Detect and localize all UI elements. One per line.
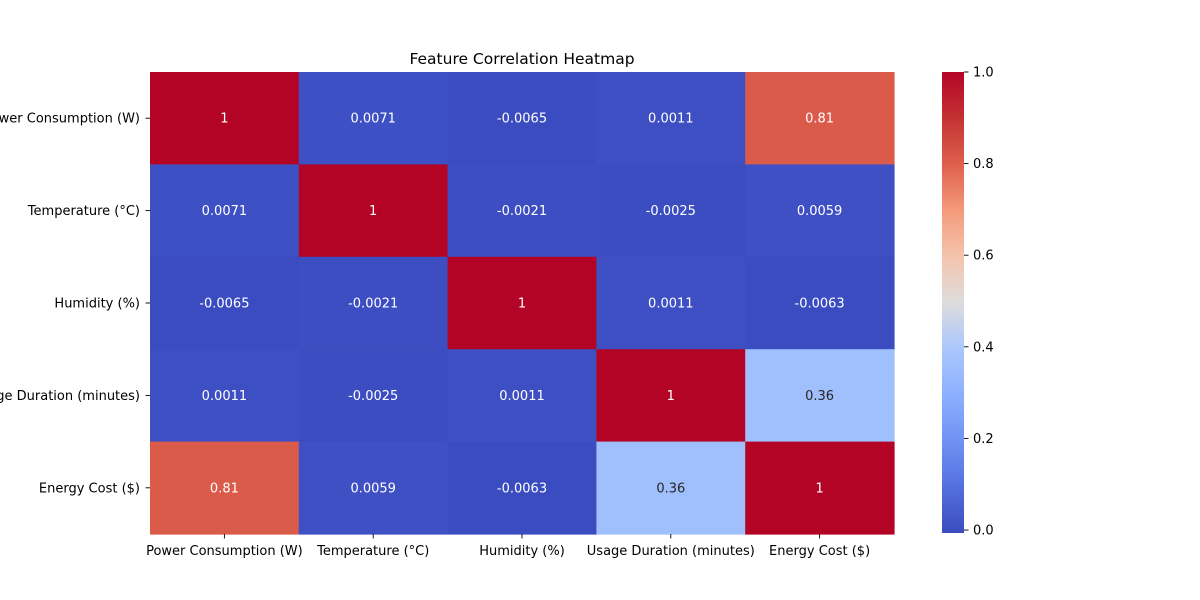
heatmap-cell xyxy=(447,72,597,165)
y-tick-label: Temperature (°C) xyxy=(27,204,140,219)
heatmap-cell xyxy=(150,72,300,165)
cell-value-label: -0.0065 xyxy=(199,297,249,312)
x-tick-label: Power Consumption (W) xyxy=(146,544,303,559)
cell-value-label: 0.0011 xyxy=(499,389,545,404)
heatmap-cell xyxy=(150,441,300,535)
y-tick-label: Energy Cost ($) xyxy=(39,481,140,496)
y-tick-label: Humidity (%) xyxy=(54,297,140,312)
heatmap-cell xyxy=(298,72,449,165)
x-axis: Power Consumption (W) Temperature (°C) Hum… xyxy=(146,534,870,559)
cell-value-label: -0.0021 xyxy=(348,297,398,312)
x-tick-label: Temperature (°C) xyxy=(316,544,429,559)
heatmap-cell xyxy=(745,349,895,443)
heatmap-cell xyxy=(150,256,300,350)
cell-value-label: 0.0071 xyxy=(350,112,396,127)
cell-value-label: -0.0025 xyxy=(348,389,398,404)
x-tick-label: Humidity (%) xyxy=(479,544,565,559)
cell-value-label: 0.36 xyxy=(656,481,685,496)
colorbar-gradient xyxy=(942,72,964,533)
cell-value-label: -0.0063 xyxy=(497,481,547,496)
x-tick-label: Energy Cost ($) xyxy=(769,544,870,559)
colorbar-tick-label: 0.2 xyxy=(973,432,994,447)
colorbar-ticks: 0.0 0.2 0.4 0.6 0.8 1.0 xyxy=(964,66,994,539)
heatmap-cells xyxy=(150,72,895,535)
cell-value-label: 0.0011 xyxy=(648,297,694,312)
heatmap-cell xyxy=(745,441,895,535)
heatmap-cell xyxy=(298,441,449,535)
cell-value-label: 0.0059 xyxy=(350,481,396,496)
colorbar-tick-label: 0.4 xyxy=(973,340,994,355)
heatmap-cell xyxy=(447,441,597,535)
cell-value-label: 0.81 xyxy=(805,112,834,127)
heatmap-cell xyxy=(298,164,449,258)
cell-value-label: 1 xyxy=(369,204,377,219)
cell-value-label: -0.0025 xyxy=(646,204,696,219)
heatmap-cell xyxy=(745,256,895,350)
heatmap-cell xyxy=(447,164,597,258)
heatmap-cell xyxy=(298,256,449,350)
heatmap-cell xyxy=(447,256,597,350)
cell-value-label: 0.81 xyxy=(210,481,239,496)
cell-value-label: 0.0071 xyxy=(202,204,248,219)
cell-value-label: 0.0059 xyxy=(797,204,843,219)
cell-value-label: -0.0063 xyxy=(795,297,845,312)
cell-value-label: 1 xyxy=(220,112,228,127)
heatmap-cell xyxy=(596,164,746,258)
heatmap-cell xyxy=(596,441,746,535)
cell-value-label: -0.0065 xyxy=(497,112,547,127)
heatmap-cell xyxy=(298,349,449,443)
heatmap-cell xyxy=(150,349,300,443)
colorbar-tick-label: 0.0 xyxy=(973,524,994,539)
cell-value-label: -0.0021 xyxy=(497,204,547,219)
y-axis: Power Consumption (W) Temperature (°C) Hum… xyxy=(0,112,150,496)
colorbar-tick-label: 1.0 xyxy=(973,66,994,81)
heatmap-cell xyxy=(596,349,746,443)
heatmap-cell xyxy=(447,349,597,443)
colorbar xyxy=(942,72,964,533)
heatmap-cell xyxy=(745,72,895,165)
cell-value-label: 1 xyxy=(518,297,526,312)
heatmap-cell xyxy=(596,256,746,350)
heatmap-cell-labels: 1 0.0071 -0.0065 0.0011 0.81 0.0071 1 -0.0021 -0… xyxy=(199,112,844,497)
y-tick-label: Usage Duration (minutes) xyxy=(0,389,140,404)
x-tick-label: Usage Duration (minutes) xyxy=(587,544,755,559)
cell-value-label: 1 xyxy=(815,481,823,496)
cell-value-label: 0.36 xyxy=(805,389,834,404)
cell-value-label: 0.0011 xyxy=(202,389,248,404)
colorbar-tick-label: 0.6 xyxy=(973,249,994,264)
y-tick-label: Power Consumption (W) xyxy=(0,112,140,127)
cell-value-label: 1 xyxy=(667,389,675,404)
heatmap-cell xyxy=(596,72,746,165)
colorbar-tick-label: 0.8 xyxy=(973,157,994,172)
heatmap-cell xyxy=(745,164,895,258)
chart-title: Feature Correlation Heatmap xyxy=(409,50,634,68)
cell-value-label: 0.0011 xyxy=(648,112,694,127)
heatmap-cell xyxy=(150,164,300,258)
